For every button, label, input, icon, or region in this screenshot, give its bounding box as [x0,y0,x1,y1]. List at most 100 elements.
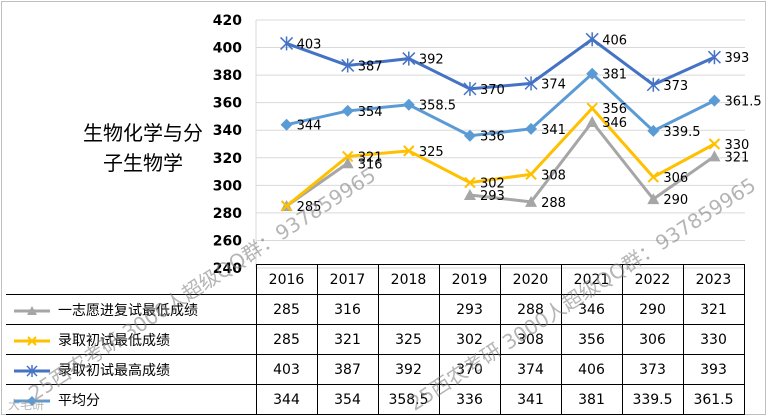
table-cell: 288 [499,294,562,325]
legend-entry: 录取初试最高成绩 [6,354,257,385]
table-cell: 336 [438,384,501,415]
data-point [341,150,354,163]
table-cell: 325 [377,324,440,355]
chart-side-title: 生物化学与分 子生物学 [68,118,218,178]
data-label: 356 [602,102,627,117]
data-point [341,157,354,169]
data-point [586,67,599,80]
legend-label: 一志愿进复试最低成绩 [58,302,198,319]
data-point [646,77,660,92]
data-point [463,188,476,200]
table-cell: 293 [438,294,501,325]
table-cell: 356 [560,324,623,355]
data-label: 316 [358,157,383,172]
table-cell: 339.5 [621,384,684,415]
data-label: 288 [541,196,566,211]
data-point [525,168,537,181]
table-cell: 392 [377,354,440,385]
marker-stroke [280,200,293,212]
marker-stroke [708,138,721,150]
data-label: 330 [724,138,749,153]
series-layer [280,32,721,212]
data-point [708,150,721,162]
data-point [525,195,538,207]
marker-stroke [525,168,537,181]
data-point [463,81,477,96]
series-line [285,105,716,208]
data-label: 325 [419,145,444,160]
table-cell: 346 [560,294,623,325]
table-cell: 361.5 [682,384,745,415]
data-label: 387 [358,59,383,74]
series-line [286,37,716,91]
data-label: 370 [480,83,505,98]
side-title-line-2: 子生物学 [103,151,183,175]
data-label: 344 [297,119,322,134]
y-tick-label: 380 [213,68,242,84]
data-label: 290 [663,193,688,208]
table-cell [377,294,440,325]
data-point [585,32,599,47]
table-header-year: 2018 [377,264,440,295]
series-2 [280,32,721,96]
y-tick-label: 420 [213,13,242,29]
table-cell: 387 [316,354,379,385]
data-label: 358.5 [419,99,456,114]
legend-label: 录取初试最高成绩 [58,362,170,379]
table-cell: 316 [316,294,379,325]
legend-marker [27,305,37,315]
data-label: 406 [602,33,627,48]
data-point [402,51,416,66]
table-cell: 344 [255,384,318,415]
y-tick-label: 300 [213,178,242,194]
data-label: 321 [724,150,749,165]
table-cell: 370 [438,354,501,385]
table-header-year: 2021 [560,264,623,295]
table-header-row: 2016 2017 2018 2019 2020 2021 2022 2023 [6,264,745,295]
data-point [586,102,598,114]
data-labels: 316 293 288 346 290 321 285 321 325 302 308 356 306 3… [297,33,762,215]
legend-key [14,305,50,315]
data-label: 306 [663,171,688,186]
table-row: 一志愿进复试最低成绩 285 316 293 288 346 290 321 [6,294,745,325]
marker-stroke [341,150,354,163]
data-label: 403 [297,37,322,52]
y-tick-label: 400 [213,41,242,57]
site-logo: 大毛研 [8,398,45,412]
data-label: 341 [541,123,566,138]
table-header-year: 2020 [499,264,562,295]
y-tick-label: 280 [213,206,242,222]
table-cell: 403 [255,354,318,385]
table-header-year: 2022 [621,264,684,295]
table-cell: 302 [438,324,501,355]
data-label: 346 [602,116,627,131]
side-title-line-1: 生物化学与分 [83,121,203,145]
data-point [403,145,415,157]
data-label: 361.5 [724,95,761,110]
table-row: 平均分 344 354 358.5 336 341 381 339.5 361.5 [6,384,745,415]
legend-entry: 一志愿进复试最低成绩 [6,294,257,325]
data-label: 321 [358,150,383,165]
table-cell: 290 [621,294,684,325]
data-label: 302 [480,177,505,192]
marker-stroke [464,176,476,189]
series-3 [280,67,721,142]
legend-entry: 录取初试最低成绩 [6,324,257,355]
table-cell: 341 [499,384,562,415]
data-point [647,193,660,205]
table-cell: 330 [682,324,745,355]
data-point [280,36,294,51]
data-point [708,94,721,107]
legend-key [14,335,50,346]
table-row: 录取初试最低成绩 285 321 325 302 308 356 306 330 [6,324,745,355]
data-point [586,115,599,127]
series-line [286,71,716,138]
data-point [647,124,660,137]
table-cell: 321 [682,294,745,325]
y-tick-label: 360 [213,96,242,112]
table-cell: 308 [499,324,562,355]
table-header-year: 2017 [316,264,379,295]
table-cell: 306 [621,324,684,355]
data-point [647,171,660,183]
